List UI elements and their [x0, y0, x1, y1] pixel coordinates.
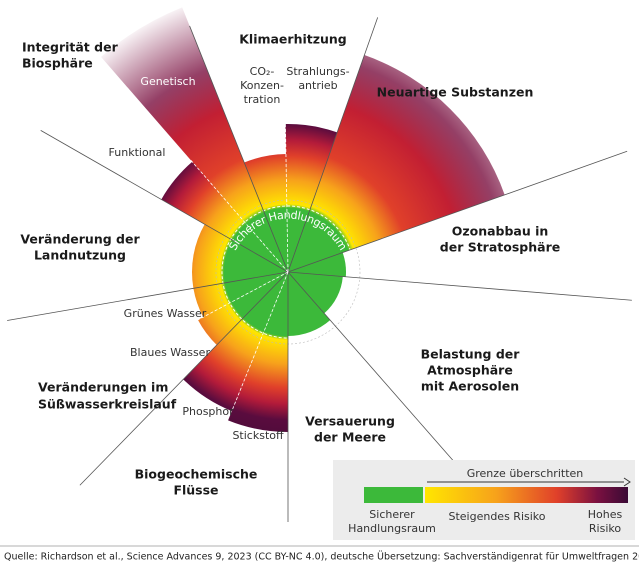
label: Funktional [109, 146, 166, 159]
wedge [288, 55, 505, 272]
divider [287, 271, 471, 481]
safe-boundary [221, 205, 355, 339]
divider [287, 150, 628, 273]
label: Versauerung [305, 414, 395, 429]
label: Stickstoff [232, 429, 284, 442]
label: Süßwasserkreislauf [38, 397, 177, 412]
divider [287, 17, 379, 273]
label: tration [244, 93, 281, 106]
divider [189, 25, 289, 273]
legend-label: Grenze überschritten [467, 467, 584, 480]
divider [79, 271, 289, 486]
label: Phosphor [182, 405, 234, 418]
source: Quelle: Richardson et al., Science Advan… [4, 552, 639, 563]
label: Grünes Wasser [124, 307, 207, 320]
label: Konzen- [240, 79, 284, 92]
sub-divider [284, 122, 289, 273]
label: Biosphäre [22, 56, 93, 71]
wedge [183, 272, 288, 412]
legend-label: Steigendes Risiko [448, 510, 545, 523]
divider [40, 130, 289, 273]
wedge [288, 272, 331, 336]
label: Veränderung der [20, 232, 140, 247]
sub-divider [231, 271, 289, 412]
legend: Grenze überschritten Sicherer Handlungsr… [333, 460, 635, 540]
label: Neuartige Substanzen [377, 85, 534, 100]
sub-divider [189, 158, 289, 273]
label: Ozonabbau in [452, 224, 549, 239]
legend-label: Hohes [588, 508, 623, 521]
label: Integrität der [22, 40, 119, 55]
label: Belastung der [421, 347, 521, 362]
wedge [288, 252, 346, 277]
wedge [197, 272, 288, 346]
label: der Stratosphäre [440, 240, 560, 255]
wedge [244, 154, 288, 272]
divider [287, 271, 632, 301]
legend-label: Handlungsraum [348, 522, 436, 535]
legend-label: Sicherer [369, 508, 415, 521]
divider [7, 271, 289, 321]
label: der Meere [314, 430, 386, 445]
label: Veränderungen im [38, 380, 168, 395]
label: Genetisch [140, 75, 195, 88]
label: Klimaerhitzung [239, 32, 347, 47]
label: antrieb [298, 79, 337, 92]
label: Biogeochemische [135, 467, 258, 482]
label: mit Aerosolen [421, 379, 519, 394]
wedge [101, 7, 288, 273]
wedge [193, 272, 288, 318]
label: CO₂- [250, 65, 275, 78]
wedge [161, 161, 288, 272]
legend-label: Risiko [589, 522, 621, 535]
label: Flüsse [173, 483, 218, 498]
label: Strahlungs- [286, 65, 349, 78]
label: Atmosphäre [427, 363, 513, 378]
wedge [288, 272, 343, 314]
label: Landnutzung [34, 248, 126, 263]
sub-divider [155, 271, 289, 343]
wedge [285, 124, 338, 273]
wedge [228, 272, 288, 432]
label: Blaues Wasser [130, 346, 210, 359]
